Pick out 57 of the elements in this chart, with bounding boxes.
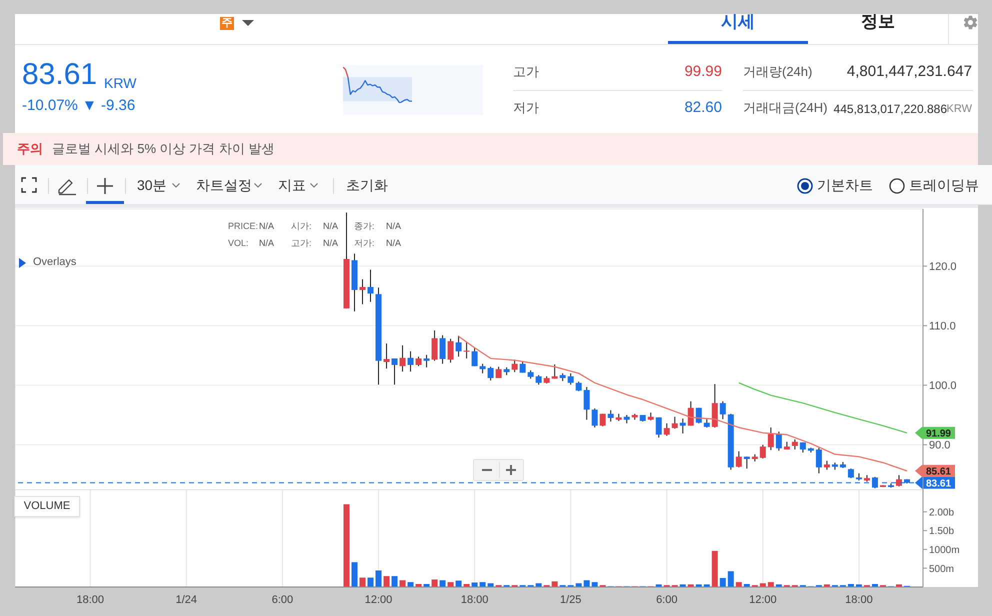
text: 정보: [860, 11, 896, 33]
text: 기본차트: [817, 177, 873, 194]
text: 445,813,017,220.886: [834, 101, 947, 117]
text: 시세: [720, 11, 756, 33]
y-tick-label: 1.50b: [929, 526, 954, 538]
text: 30분: [137, 177, 167, 194]
annotation: 시가:: [291, 220, 312, 233]
y-tick-label: 90.0: [929, 440, 950, 452]
text: 저가: [513, 100, 539, 116]
text: 99.99: [684, 63, 722, 81]
annotation: N/A: [259, 220, 274, 233]
x-tick-label: 18:00: [76, 594, 104, 606]
x-tick-label: 18:00: [845, 594, 873, 606]
text: 83.61: [22, 58, 98, 92]
badge: 주: [220, 17, 234, 30]
x-tick-label: 18:00: [460, 594, 488, 606]
text: 트레이딩뷰: [909, 177, 979, 194]
annotation: N/A: [323, 237, 338, 250]
y-tick-label: 110.0: [929, 320, 956, 333]
annotation: N/A: [259, 237, 274, 250]
annotation: 종가:: [354, 220, 375, 233]
annotation: Overlays: [33, 256, 76, 269]
x-tick-label: 6:00: [656, 594, 678, 606]
annotation: N/A: [386, 220, 402, 233]
text: KRW: [104, 75, 136, 91]
x-tick-label: 12:00: [749, 594, 777, 606]
text: -10.07% ▼ -9.36: [22, 97, 136, 115]
text: 고가: [513, 64, 539, 80]
annotation: 고가:: [291, 237, 312, 250]
annotation: PRICE:: [228, 220, 258, 233]
ref-line-label: 83.61: [926, 478, 952, 490]
annotation: N/A: [323, 220, 338, 233]
y-tick-label: 2.00b: [929, 507, 954, 518]
text: 초기화: [346, 177, 388, 194]
annotation: N/A: [386, 237, 402, 250]
text: 82.60: [684, 99, 722, 117]
text: KRW: [946, 102, 972, 116]
x-tick-label: 12:00: [364, 594, 392, 606]
text: 4,801,447,231.647: [846, 63, 972, 81]
y-tick-label: 500m: [929, 564, 954, 575]
x-tick-label: 6:00: [272, 594, 294, 606]
x-tick-label: 1/25: [560, 594, 582, 606]
data-label: 91.99: [926, 428, 952, 440]
text: 주의: [17, 141, 43, 157]
text: 차트설정: [196, 177, 252, 194]
text: 글로벌 시세와 5% 이상 가격 차이 발생: [52, 141, 274, 157]
text: 지표: [278, 177, 306, 194]
y-tick-label: 100.0: [929, 380, 957, 392]
annotation: VOL:: [228, 237, 249, 250]
text: 거래대금(24H): [743, 100, 828, 116]
data-label: 85.61: [926, 466, 952, 478]
y-tick-label: 1000m: [929, 544, 960, 556]
label-box: VOLUME: [14, 496, 80, 517]
x-tick-label: 1/24: [176, 594, 198, 606]
y-tick-label: 120.0: [929, 261, 957, 274]
annotation: 저가:: [354, 237, 375, 250]
text: 거래량(24h): [743, 64, 812, 80]
